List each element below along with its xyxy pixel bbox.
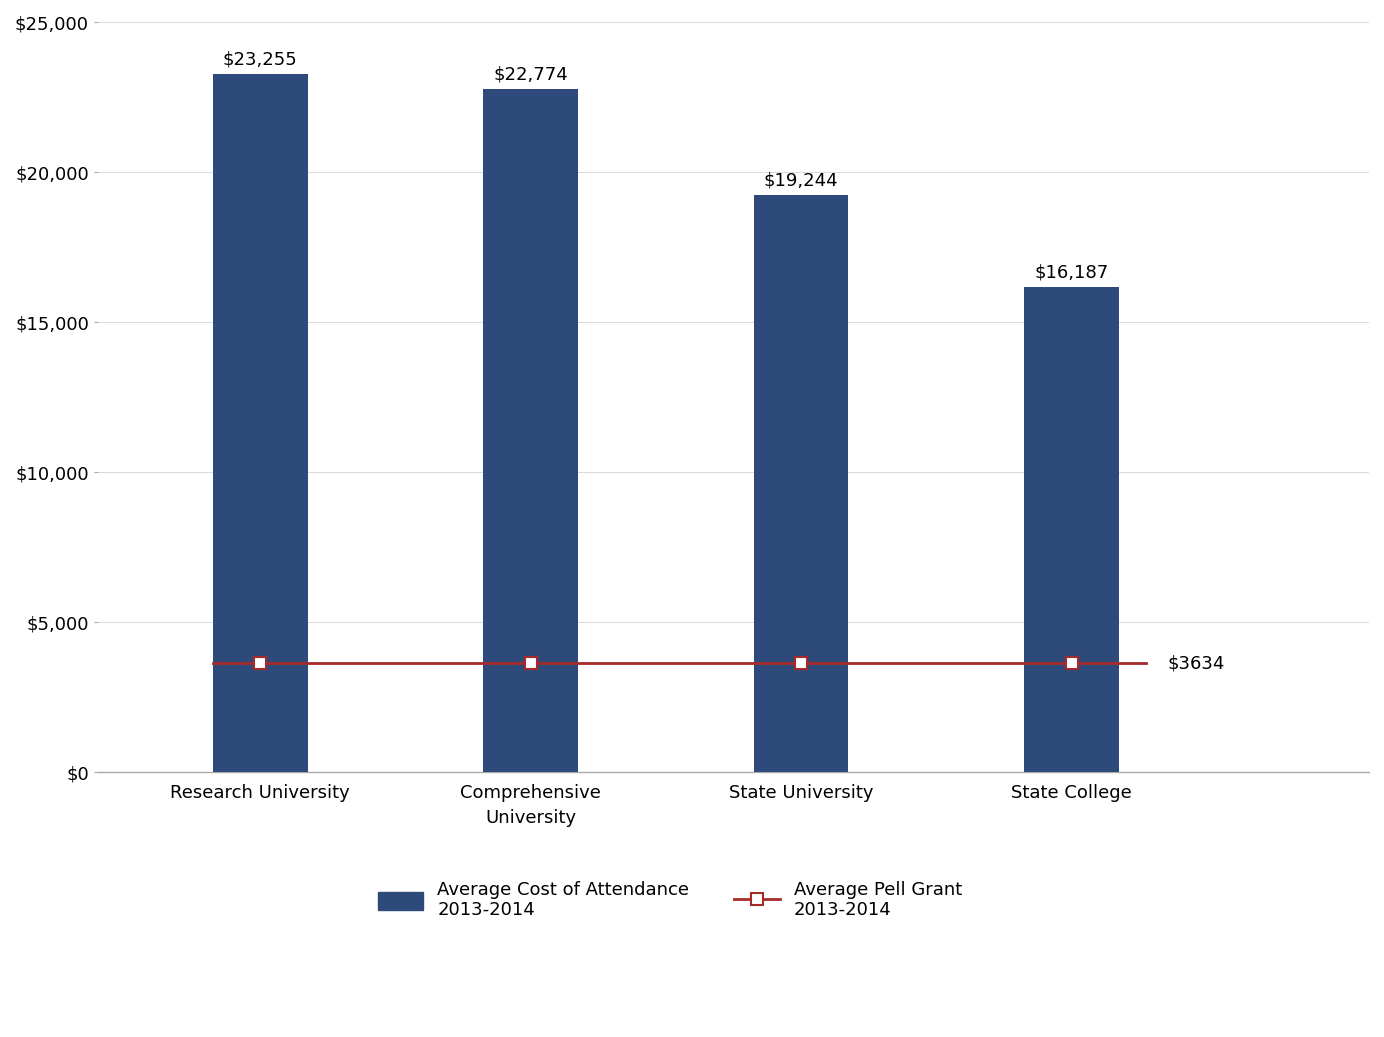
Text: $19,244: $19,244 bbox=[764, 171, 839, 190]
Bar bbox=[213, 75, 307, 773]
Bar bbox=[483, 89, 579, 773]
Text: $3634: $3634 bbox=[1168, 654, 1225, 672]
Text: $16,187: $16,187 bbox=[1034, 263, 1109, 281]
Bar bbox=[754, 195, 848, 773]
Legend: Average Cost of Attendance
2013-2014, Average Pell Grant
2013-2014: Average Cost of Attendance 2013-2014, Av… bbox=[368, 872, 972, 928]
Text: $22,774: $22,774 bbox=[493, 65, 567, 83]
Text: $23,255: $23,255 bbox=[223, 51, 298, 69]
Bar bbox=[1024, 286, 1118, 773]
